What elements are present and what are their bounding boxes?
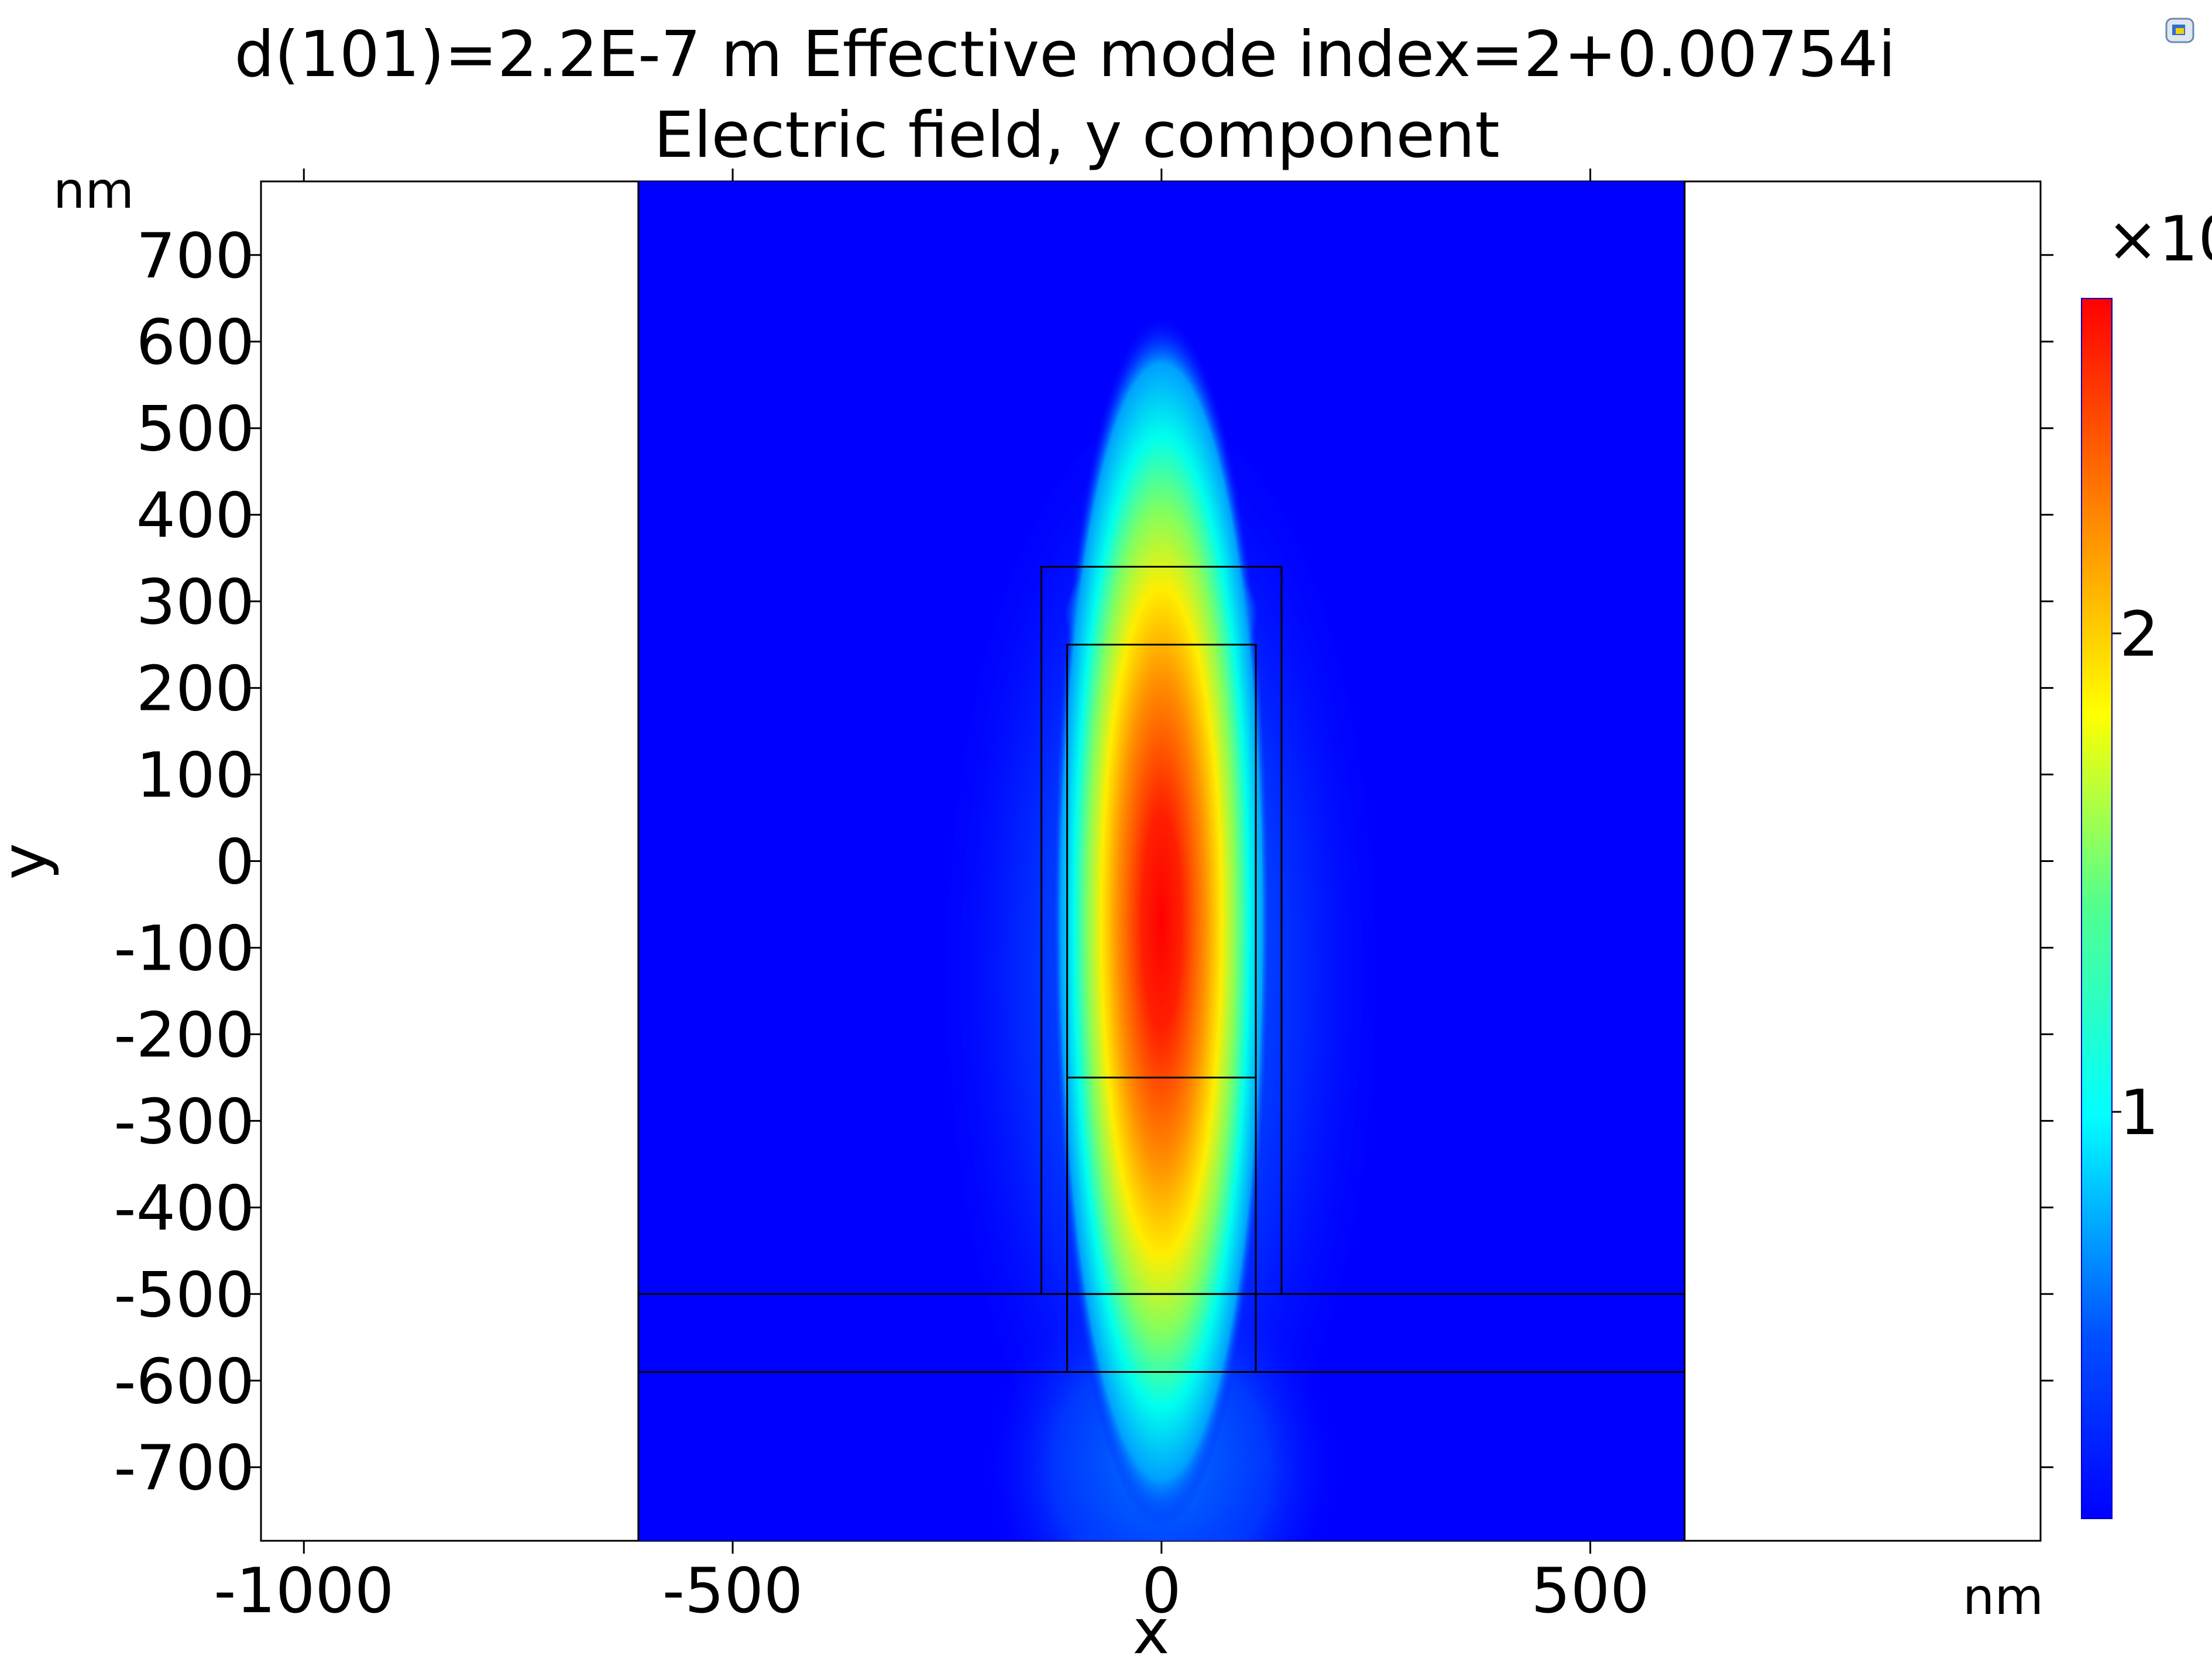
x-tick-label: -1000 [214, 1555, 394, 1627]
y-tick-label: 100 [136, 740, 255, 812]
y-tick-label: 300 [136, 566, 255, 638]
y-tick-label: 0 [215, 826, 255, 898]
colorbar-ticks: 12 [2112, 598, 2159, 1149]
x-axis-unit: nm [1963, 1568, 2043, 1626]
colorbar-tick-label: 2 [2120, 598, 2159, 670]
geometry-edges [637, 181, 1686, 1541]
x-tick-label: 500 [1531, 1555, 1649, 1627]
y-tick-label: -500 [114, 1259, 255, 1331]
y-tick-label: 200 [136, 653, 255, 725]
y-axis-label: y [0, 843, 60, 880]
y-tick-label: 600 [136, 307, 255, 379]
y-tick-label: -300 [114, 1086, 255, 1157]
colorbar-tick-label: 1 [2120, 1077, 2159, 1149]
colorbar [2081, 298, 2113, 1519]
axis-ticks: -1000 -500 0 500 700 600 500 400 300 200 100 0 -100 -… [114, 169, 2053, 1627]
y-tick-label: -400 [114, 1172, 255, 1244]
y-axis-unit: nm [53, 162, 134, 220]
field-mode-lobe [1052, 315, 1271, 1528]
y-tick-label: -100 [114, 912, 255, 984]
x-tick-label: 0 [1142, 1555, 1181, 1627]
field-heatmap [638, 181, 1685, 1541]
chart-subtitle: Electric field, y component [654, 99, 1499, 172]
graphics-window-icon[interactable] [2163, 13, 2199, 49]
colorbar-multiplier: ×10 [2107, 203, 2212, 275]
chart-title: d(101)=2.2E-7 m Effective mode index=2+0… [235, 18, 1896, 91]
y-tick-label: 500 [136, 393, 255, 465]
y-tick-label: 700 [136, 220, 255, 292]
y-tick-label: -200 [114, 999, 255, 1071]
y-tick-label: -700 [114, 1432, 255, 1504]
y-tick-label: -600 [114, 1345, 255, 1417]
y-tick-label: 400 [136, 480, 255, 552]
inner-core-edge [1066, 644, 1257, 1373]
x-tick-label: -500 [662, 1555, 803, 1627]
x-axis-label: x [1133, 1596, 1170, 1659]
